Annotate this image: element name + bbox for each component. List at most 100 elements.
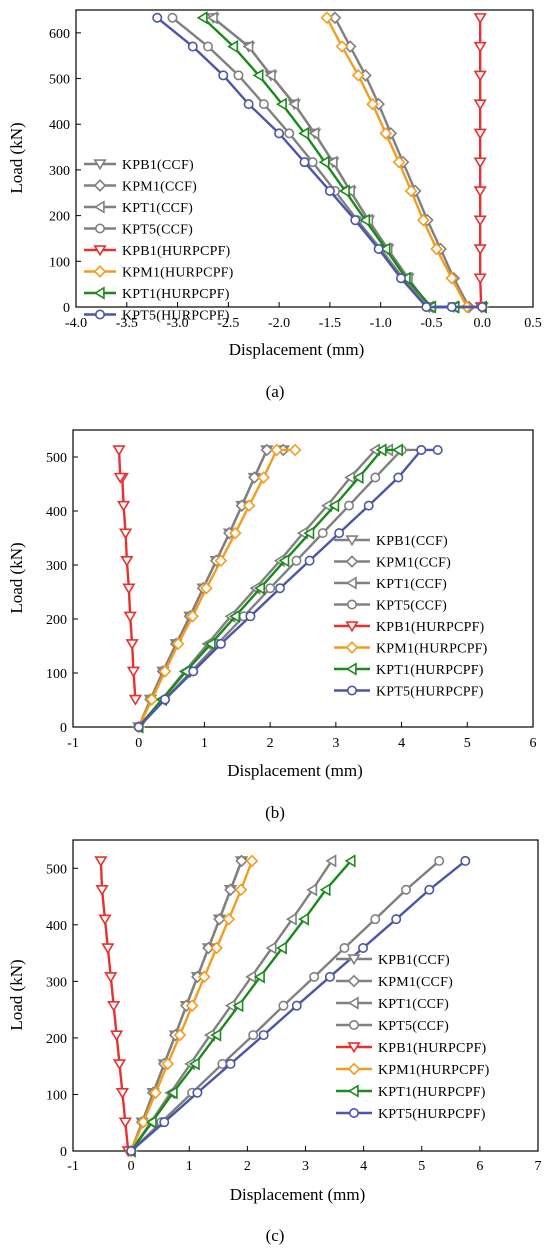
data-point: [133, 721, 144, 732]
data-point: [265, 583, 276, 594]
x-tick-label: 4: [360, 1159, 367, 1174]
data-point: [343, 500, 354, 511]
panel-caption: (c): [266, 1226, 285, 1245]
data-point: [204, 637, 216, 651]
data-point: [254, 581, 265, 595]
legend-label: KPB1(HURPCPF): [376, 620, 485, 635]
data-point: [328, 498, 340, 513]
data-point: [370, 472, 381, 483]
y-tick-label: 100: [46, 667, 67, 682]
series-line: [212, 16, 483, 309]
data-point: [224, 883, 237, 897]
y-axis-label: Load (kN): [7, 959, 26, 1030]
data-point: [424, 884, 435, 895]
data-point: [107, 1000, 121, 1012]
data-point: [113, 472, 127, 484]
data-point: [334, 528, 345, 539]
x-tick-label: 4: [398, 736, 405, 751]
x-tick-label: -2.0: [268, 316, 290, 331]
data-point: [379, 127, 393, 140]
x-tick-label: 5: [418, 1159, 425, 1174]
x-tick-label: 5: [464, 736, 471, 751]
series-line: [117, 449, 137, 700]
y-tick-label: 200: [49, 210, 70, 225]
data-point: [375, 443, 387, 457]
data-point: [242, 39, 254, 54]
legend-label: KPT5(HURPCPF): [378, 1107, 486, 1122]
data-point: [222, 912, 236, 926]
data-point: [324, 971, 335, 982]
legend-marker: [347, 996, 359, 1010]
data-point: [317, 528, 328, 539]
x-tick-label: 1: [201, 736, 208, 751]
data-point: [434, 855, 445, 866]
data-point: [288, 97, 300, 111]
data-point: [202, 941, 215, 955]
data-point: [161, 1057, 175, 1071]
data-point: [95, 885, 109, 896]
data-point: [233, 70, 244, 81]
data-point: [401, 884, 412, 895]
chart-panel-a: -4.0 -3.5 -3.0 -2.5 -2.0 -1.5 -1.0 -0.5 0.0 0.5 0 1…: [7, 9, 542, 401]
data-point: [274, 128, 285, 139]
data-point: [351, 69, 365, 82]
data-point: [112, 1059, 127, 1071]
legend-marker: [347, 1062, 361, 1076]
legend-marker: [345, 641, 359, 654]
data-point: [167, 12, 178, 23]
y-tick-label: 100: [49, 255, 70, 270]
data-point: [145, 693, 159, 706]
data-point: [473, 41, 487, 53]
x-axis-label: Displacement (mm): [229, 340, 365, 359]
data-point: [460, 855, 471, 866]
legend-label: KPT5(CCF): [122, 223, 193, 238]
legend-marker: [93, 159, 107, 171]
plot-frame: [72, 429, 534, 728]
data-point: [109, 1030, 124, 1042]
legend-marker: [348, 1019, 359, 1030]
data-point: [320, 11, 334, 25]
data-point: [192, 1087, 203, 1098]
data-point: [118, 1117, 132, 1129]
data-point: [160, 694, 171, 705]
data-point: [173, 1028, 187, 1042]
data-point: [120, 555, 134, 567]
data-point: [248, 471, 261, 484]
data-point: [326, 155, 338, 169]
data-point: [303, 526, 315, 540]
data-point: [245, 854, 259, 868]
data-point: [379, 242, 391, 256]
data-point: [196, 11, 208, 25]
y-tick-label: 600: [49, 27, 70, 42]
data-point: [392, 155, 406, 169]
legend-marker: [345, 535, 359, 547]
series-kpm1-hurpcpf-: [320, 11, 489, 314]
data-point: [473, 13, 487, 24]
data-point: [339, 943, 350, 954]
data-point: [101, 943, 115, 955]
legend-label: KPT5(HURPCPF): [376, 685, 484, 700]
x-tick-label: -2.5: [217, 316, 239, 331]
legend: KPB1(CCF) KPM1(CCF) KPT1(CCF) KPT5(CCF) KPB1…: [336, 953, 489, 1122]
y-axis-label: Load (kN): [7, 122, 26, 193]
data-point: [229, 609, 241, 623]
x-axis-label: Displacement (mm): [230, 1185, 366, 1204]
series-line: [212, 16, 483, 309]
legend-label: KPT1(CCF): [122, 201, 193, 216]
data-point: [118, 528, 133, 540]
plot-frame: [72, 839, 539, 1152]
data-point: [363, 500, 374, 511]
y-tick-label: 500: [49, 73, 70, 88]
data-point: [158, 665, 172, 678]
data-point: [187, 41, 198, 52]
data-point: [128, 694, 143, 706]
x-tick-label: 0: [128, 1159, 135, 1174]
y-tick-label: 200: [46, 613, 67, 628]
x-tick-label: 2: [267, 736, 274, 751]
data-point: [430, 242, 443, 256]
data-point: [306, 883, 318, 897]
legend-marker: [95, 223, 106, 234]
legend-label: KPT1(HURPCPF): [378, 1085, 486, 1100]
data-point: [350, 215, 361, 226]
data-point: [366, 97, 379, 111]
